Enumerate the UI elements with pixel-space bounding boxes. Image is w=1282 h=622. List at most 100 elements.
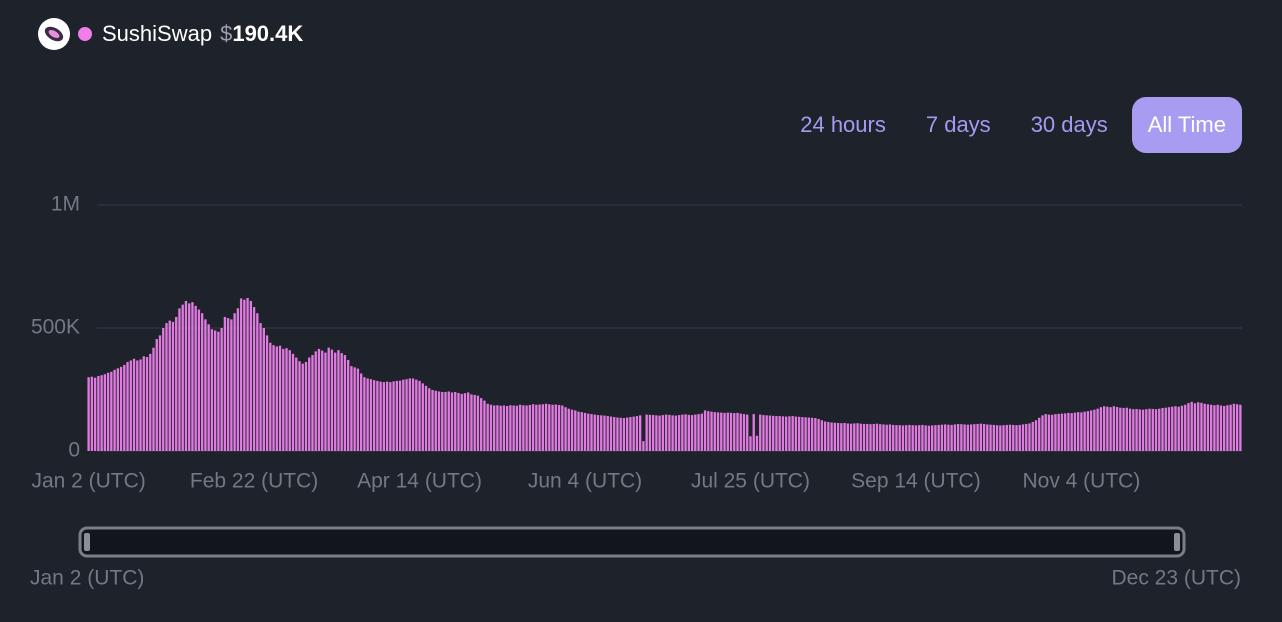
range-button[interactable]: 7 days xyxy=(925,112,991,137)
bar xyxy=(308,357,311,451)
bar xyxy=(171,321,175,451)
bar xyxy=(197,309,201,451)
bar xyxy=(862,423,866,451)
bar xyxy=(1151,408,1154,451)
bar xyxy=(505,405,509,451)
bar xyxy=(483,400,486,451)
brush-handle[interactable] xyxy=(1174,533,1180,551)
bar xyxy=(162,328,165,451)
bar xyxy=(347,359,350,451)
bar xyxy=(1047,414,1051,451)
bar xyxy=(1222,405,1226,451)
bar xyxy=(677,415,681,451)
bar xyxy=(201,313,204,451)
bar xyxy=(327,347,330,451)
bar xyxy=(901,425,905,451)
bar xyxy=(226,318,230,451)
bar xyxy=(921,424,924,451)
bar xyxy=(531,404,535,451)
bar xyxy=(658,415,661,451)
bar xyxy=(820,420,824,451)
bar xyxy=(97,375,100,451)
bar xyxy=(911,425,914,451)
bar xyxy=(181,304,184,451)
bar xyxy=(441,391,444,451)
bar xyxy=(1073,412,1077,451)
bar xyxy=(239,298,243,451)
bar xyxy=(428,388,431,451)
bar xyxy=(999,425,1002,451)
logo-mark xyxy=(44,26,64,42)
bar xyxy=(898,425,901,451)
bar xyxy=(457,392,460,451)
bar xyxy=(330,349,334,451)
bar xyxy=(282,348,285,451)
bar xyxy=(544,403,548,451)
bar xyxy=(431,389,434,451)
bar xyxy=(859,423,862,451)
bar xyxy=(1193,403,1197,451)
bar xyxy=(1171,406,1174,451)
bar xyxy=(398,380,402,451)
bar xyxy=(840,423,843,451)
x-tick-label: Nov 4 (UTC) xyxy=(1022,470,1140,493)
bar xyxy=(548,404,551,451)
bar xyxy=(775,416,778,451)
bar xyxy=(1018,424,1021,451)
bar xyxy=(810,417,814,451)
bar xyxy=(372,380,376,451)
bar xyxy=(1083,411,1086,451)
bar xyxy=(918,425,921,451)
bar xyxy=(1096,408,1099,451)
bar xyxy=(797,416,801,451)
bar xyxy=(908,424,911,451)
bar xyxy=(749,436,752,451)
bar xyxy=(1197,402,1200,451)
bar xyxy=(804,417,807,451)
bar xyxy=(233,313,236,451)
bar xyxy=(489,404,493,451)
bar xyxy=(1038,417,1041,451)
bar xyxy=(1180,405,1184,451)
bar xyxy=(1008,424,1012,451)
range-button[interactable]: 30 days xyxy=(1030,112,1108,137)
bar xyxy=(1141,409,1145,451)
bar xyxy=(168,320,171,451)
bar xyxy=(1112,406,1116,451)
bar xyxy=(1054,414,1057,451)
bar xyxy=(940,424,944,451)
bar xyxy=(668,414,671,451)
bar xyxy=(648,414,652,451)
bar xyxy=(655,415,658,451)
bar xyxy=(123,364,126,451)
bar xyxy=(632,416,635,451)
bar xyxy=(184,300,188,451)
bar xyxy=(1164,407,1167,451)
bar xyxy=(979,423,982,451)
bar xyxy=(927,425,931,451)
bar xyxy=(638,415,642,451)
currency: $ xyxy=(220,21,233,46)
bar xyxy=(418,380,421,451)
bar xyxy=(204,319,207,451)
bar xyxy=(606,416,609,451)
bar xyxy=(87,377,90,451)
range-button[interactable]: 24 hours xyxy=(800,112,886,137)
range-button[interactable]: All Time xyxy=(1131,97,1242,153)
bar xyxy=(843,422,846,451)
bar xyxy=(577,411,580,451)
bar xyxy=(619,417,622,451)
bar xyxy=(129,360,132,451)
bar xyxy=(823,421,827,451)
bar xyxy=(188,303,191,451)
bar xyxy=(969,424,973,451)
bar xyxy=(136,360,139,451)
brush[interactable] xyxy=(78,526,1186,558)
bar xyxy=(392,381,395,451)
bar xyxy=(1206,404,1210,451)
bar xyxy=(986,424,989,451)
bar xyxy=(645,414,648,451)
bar xyxy=(681,414,684,451)
bar xyxy=(973,424,976,451)
brush-handle[interactable] xyxy=(84,533,90,551)
